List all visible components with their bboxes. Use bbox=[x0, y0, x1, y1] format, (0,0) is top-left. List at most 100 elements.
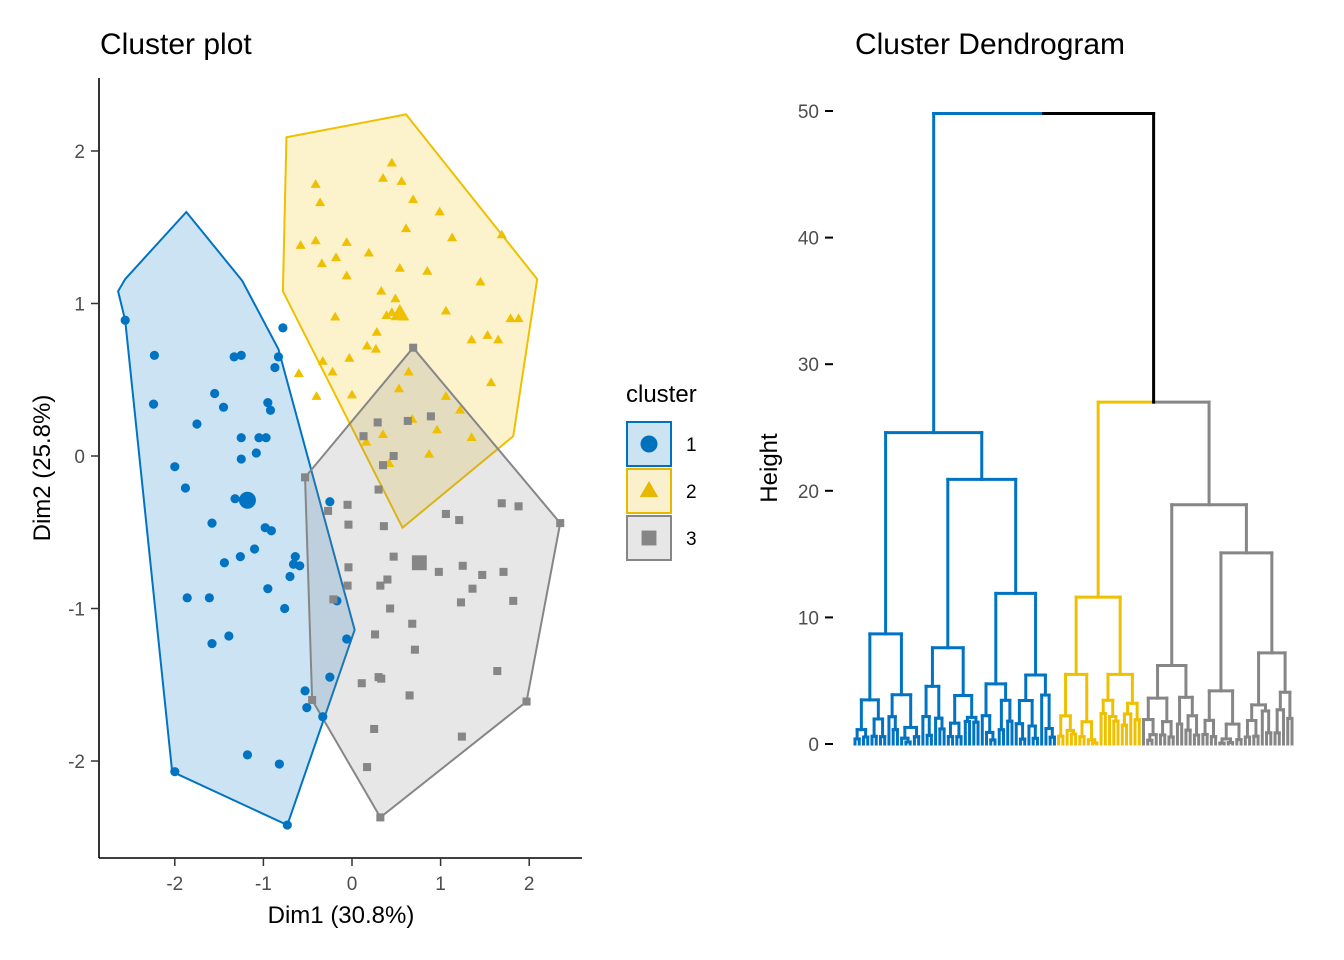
cluster-2-point bbox=[455, 404, 466, 414]
y-tick-label: 1 bbox=[74, 295, 85, 316]
cluster-2-point bbox=[330, 311, 341, 321]
x-axis-ticks: -2 -1 0 1 2 bbox=[166, 858, 534, 895]
cluster-1-point bbox=[285, 571, 295, 582]
cluster-2-point bbox=[315, 197, 326, 207]
cluster-3-point bbox=[403, 416, 412, 425]
cluster-1-hull bbox=[117, 210, 356, 827]
cluster-1-point bbox=[229, 352, 239, 362]
cluster-1-point bbox=[280, 603, 290, 614]
cluster-3-centroid bbox=[411, 555, 427, 571]
cluster-3-point bbox=[378, 461, 388, 470]
cluster-plot-title: Cluster plot bbox=[100, 28, 252, 61]
dendrogram-y-tick-label: 10 bbox=[798, 608, 819, 629]
cluster-1-point bbox=[230, 494, 240, 504]
cluster-2-point bbox=[440, 391, 451, 400]
cluster-3-point bbox=[458, 561, 467, 570]
cluster-1-point bbox=[182, 593, 192, 603]
legend-title: cluster bbox=[626, 381, 697, 408]
cluster-1-point bbox=[204, 593, 214, 603]
dendrogram-y-tick-label: 30 bbox=[798, 355, 819, 376]
cluster-3-point bbox=[308, 695, 317, 705]
cluster-2-point bbox=[363, 247, 374, 257]
y-tick-label: 0 bbox=[74, 447, 85, 468]
cluster-2-point bbox=[386, 157, 397, 167]
cluster-1-point bbox=[236, 433, 246, 443]
cluster-3-point bbox=[457, 732, 466, 741]
cluster-2-point bbox=[316, 258, 327, 268]
cluster-2-centroid bbox=[390, 304, 410, 321]
cluster-1-point bbox=[180, 483, 191, 493]
cluster-3-point bbox=[301, 473, 310, 482]
cluster-3-point bbox=[324, 506, 333, 515]
cluster-3-point bbox=[509, 596, 518, 605]
cluster-1-point bbox=[207, 638, 217, 649]
cluster-2-point bbox=[341, 270, 352, 280]
cluster-centroids bbox=[238, 304, 427, 571]
cluster-2-point bbox=[344, 352, 355, 362]
legend-symbol-3 bbox=[641, 530, 657, 546]
cluster-1-point bbox=[318, 712, 328, 722]
cluster-2-point bbox=[377, 173, 389, 182]
dendrogram-y-tick-label: 0 bbox=[808, 735, 819, 756]
legend-entries: 1 2 3 bbox=[626, 421, 697, 561]
cluster-2-point bbox=[466, 432, 477, 442]
cluster-3-point bbox=[389, 552, 398, 561]
cluster-2-point bbox=[377, 429, 389, 438]
y-tick-label: 2 bbox=[74, 142, 85, 163]
y-tick-label: -1 bbox=[68, 600, 85, 621]
cluster-1-centroid bbox=[238, 491, 256, 509]
cluster-1-point bbox=[342, 634, 352, 644]
cluster-3-point bbox=[344, 563, 353, 572]
cluster-3-point bbox=[409, 343, 418, 352]
cluster-1-point bbox=[224, 631, 234, 641]
cluster-2-point bbox=[513, 313, 524, 323]
x-tick-label: -2 bbox=[166, 874, 183, 895]
y-axis-ticks: -2 -1 0 1 2 bbox=[68, 142, 99, 773]
cluster-2-point bbox=[371, 327, 382, 336]
legend-label-2: 2 bbox=[686, 482, 697, 503]
cluster-2-point bbox=[475, 276, 486, 286]
cluster-2-point bbox=[394, 263, 405, 272]
cluster-2-point bbox=[486, 377, 497, 387]
cluster-1-point bbox=[235, 552, 245, 562]
cluster-3-point bbox=[373, 418, 382, 427]
cluster-1-point bbox=[236, 454, 246, 464]
y-axis-title: Dim2 (25.8%) bbox=[29, 395, 56, 542]
cluster-2-point bbox=[431, 424, 443, 434]
dendrogram-y-axis-title: Height bbox=[756, 433, 783, 503]
dendrogram-branches bbox=[853, 112, 1294, 746]
cluster-2-point bbox=[424, 449, 435, 458]
cluster-3-point bbox=[522, 697, 531, 706]
cluster-2-point bbox=[482, 330, 493, 339]
cluster-3-point bbox=[383, 575, 392, 584]
cluster-3-point bbox=[514, 502, 523, 511]
cluster-hulls bbox=[117, 113, 562, 827]
cluster-1-point bbox=[192, 419, 202, 429]
cluster-2-point bbox=[381, 310, 392, 320]
cluster-3-point bbox=[478, 570, 487, 579]
cluster-1-point bbox=[148, 399, 159, 409]
legend-label-1: 1 bbox=[686, 435, 697, 456]
cluster-3-point bbox=[441, 509, 450, 518]
cluster-3-point bbox=[343, 581, 352, 590]
cluster-3-point bbox=[379, 522, 388, 531]
cluster-2-point bbox=[310, 235, 321, 245]
cluster-1-point bbox=[242, 750, 253, 760]
cluster-2-point bbox=[311, 391, 322, 400]
cluster-1-point bbox=[270, 362, 280, 373]
cluster-2-point bbox=[403, 366, 414, 376]
cluster-2-point bbox=[408, 194, 419, 204]
cluster-2-point bbox=[293, 368, 304, 377]
cluster-plot-panel: Cluster plot -2 -1 0 1 2 -2 -1 0 1 2 Dim1 (30.8%… bbox=[29, 28, 582, 929]
cluster-1-point bbox=[207, 518, 217, 528]
cluster-2-point bbox=[505, 313, 516, 323]
cluster-3-point bbox=[408, 619, 417, 628]
cluster-2-point bbox=[496, 229, 507, 239]
dendrogram-panel: Cluster Dendrogram 0 10 20 30 40 50 Height bbox=[756, 28, 1294, 756]
cluster-1-point bbox=[273, 352, 284, 362]
cluster-3-point bbox=[370, 724, 379, 733]
cluster-3-point bbox=[405, 691, 414, 700]
cluster-3-point bbox=[376, 813, 385, 822]
cluster-2-point bbox=[362, 340, 373, 350]
cluster-3-point bbox=[343, 500, 352, 509]
